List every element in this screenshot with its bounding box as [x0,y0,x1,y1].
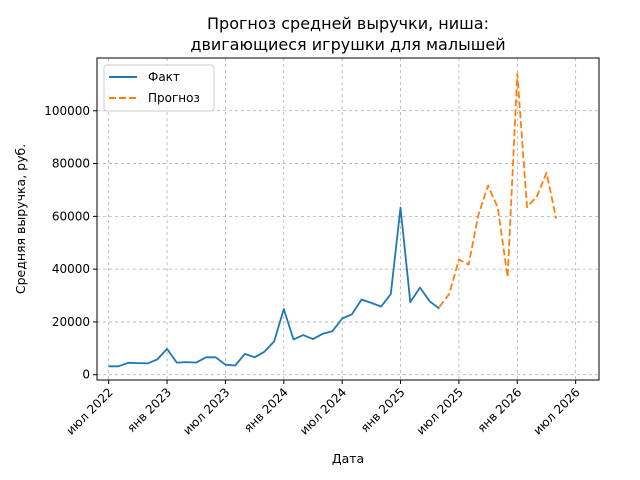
legend: Факт Прогноз [103,64,215,112]
y-tick-label: 80000 [52,157,90,171]
plot-area-frame [96,57,600,381]
x-tick-label: янв 2026 [475,385,525,435]
y-tick-label: 60000 [52,209,90,223]
y-tick-label: 20000 [52,315,90,329]
series-line-forecast [438,72,558,308]
series-lines [108,72,558,368]
series-line-fact [108,206,440,368]
x-tick-label: янв 2023 [124,385,174,435]
legend-label-forecast: Прогноз [148,91,200,105]
chart-title-line-1: Прогноз средней выручки, ниша: [207,14,489,33]
x-tick-label: янв 2025 [358,385,408,435]
x-tick-label: июл 2023 [180,385,232,437]
y-tick-label: 0 [82,368,90,382]
x-tick-label: июл 2024 [297,385,349,437]
x-axis: июл 2022 янв 2023 июл 2023 янв 2024 июл 2024… [64,380,583,438]
x-tick-label: июл 2022 [64,385,116,437]
x-tick-label: июл 2025 [414,385,466,437]
y-axis: 0 20000 40000 60000 80000 100000 [44,104,97,382]
y-axis-label: Средняя выручка, руб. [13,144,28,294]
y-tick-label: 100000 [44,104,90,118]
x-tick-label: июл 2026 [530,385,582,437]
legend-label-fact: Факт [148,70,180,84]
chart-title-line-2: двигающиеся игрушки для малышей [190,35,505,54]
x-tick-label: янв 2024 [241,385,291,435]
x-axis-label: Дата [332,451,364,466]
y-tick-label: 40000 [52,262,90,276]
